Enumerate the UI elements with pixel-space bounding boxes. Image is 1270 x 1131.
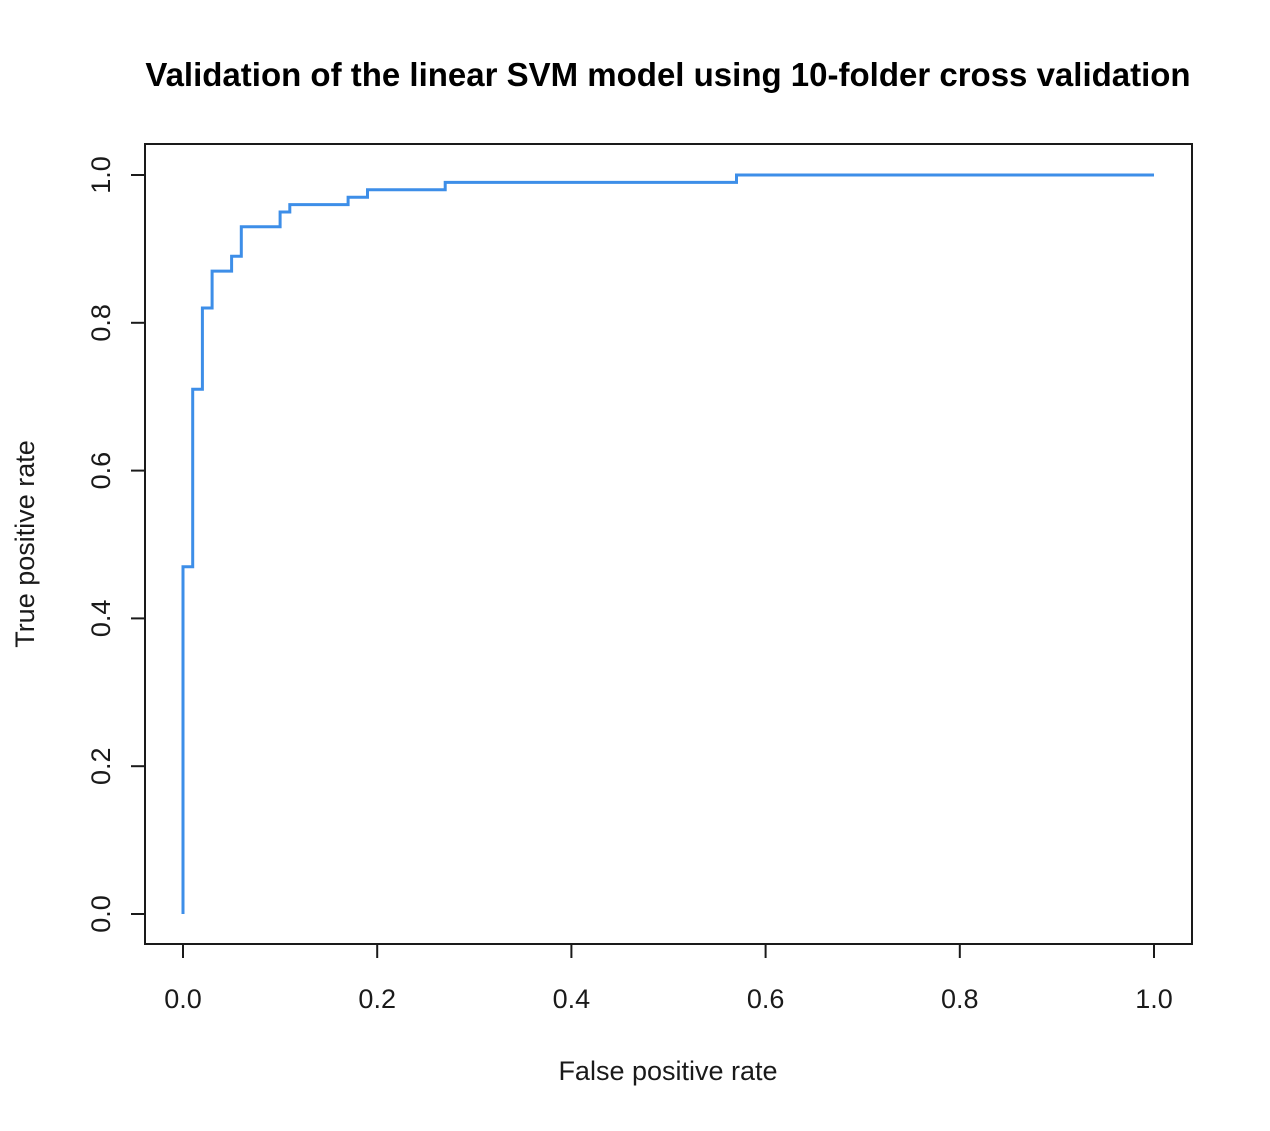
y-tick-label: 0.0 <box>86 895 116 933</box>
y-tick-label: 1.0 <box>86 156 116 194</box>
x-tick-label: 0.8 <box>941 984 979 1014</box>
y-tick-label: 0.4 <box>86 600 116 638</box>
x-tick-label: 0.2 <box>358 984 396 1014</box>
series-layer <box>181 173 1154 914</box>
y-axis: 0.0 0.2 0.4 0.6 0.8 1.0 <box>86 156 146 933</box>
x-tick-label: 0.6 <box>747 984 785 1014</box>
y-tick-label: 0.6 <box>86 452 116 490</box>
y-axis-label: True positive rate <box>10 440 40 648</box>
roc-curve-line <box>181 173 1154 914</box>
x-tick-label: 0.4 <box>553 984 591 1014</box>
chart-title: Validation of the linear SVM model using… <box>145 56 1190 93</box>
x-tick-label: 0.0 <box>164 984 202 1014</box>
plot-frame <box>144 143 1193 945</box>
x-axis: 0.0 0.2 0.4 0.6 0.8 1.0 <box>164 943 1173 1014</box>
x-tick-label: 1.0 <box>1135 984 1173 1014</box>
x-axis-label: False positive rate <box>558 1056 777 1086</box>
y-tick-label: 0.2 <box>86 747 116 785</box>
y-tick-label: 0.8 <box>86 304 116 342</box>
